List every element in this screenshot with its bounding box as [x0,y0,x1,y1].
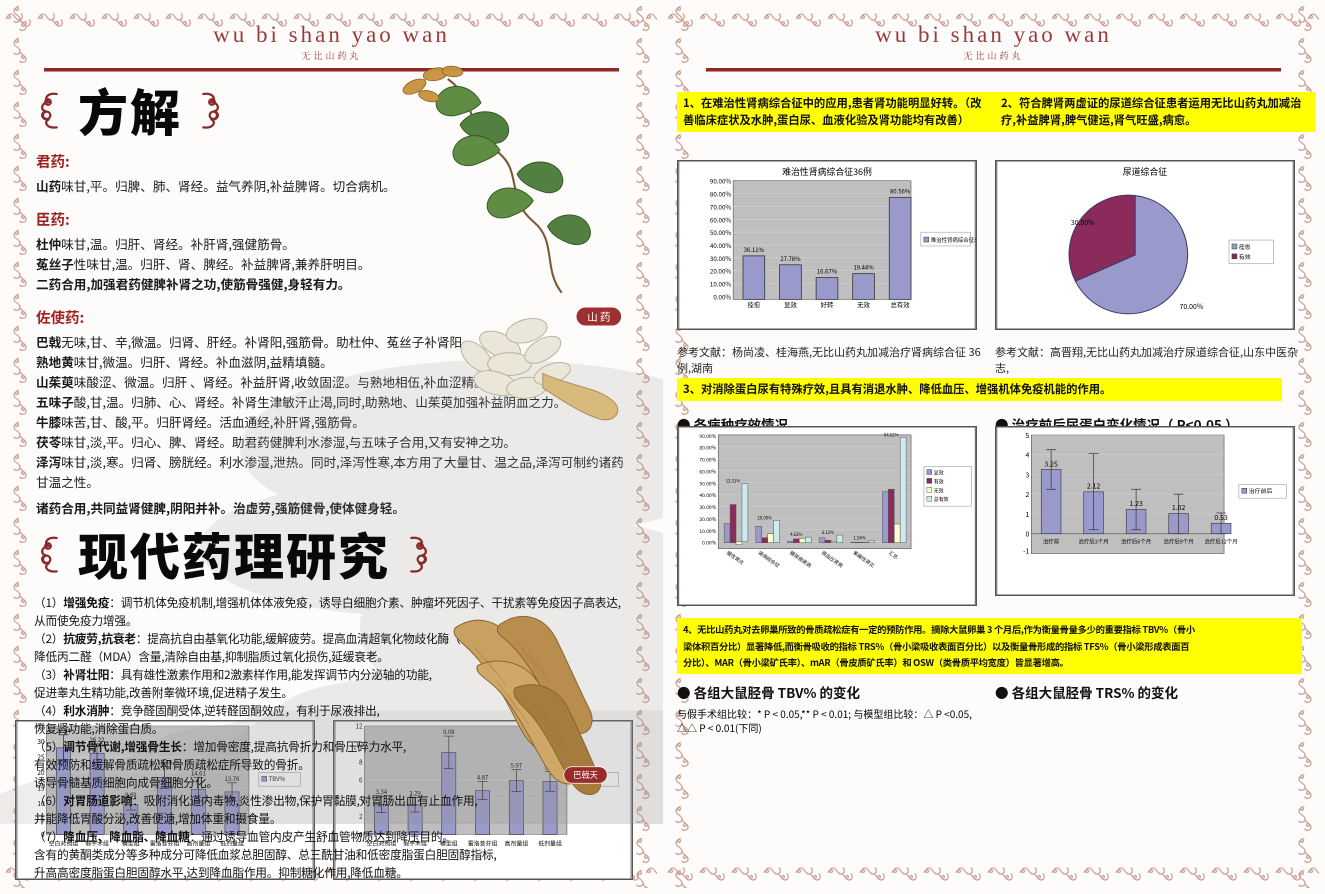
svg-text:3.25: 3.25 [1044,459,1058,469]
svg-text:90.00%: 90.00% [710,177,732,186]
svg-text:4: 4 [1026,450,1030,460]
svg-text:显效: 显效 [934,469,944,476]
svg-text:70.00%: 70.00% [1180,301,1204,311]
svg-text:80.00%: 80.00% [710,190,732,199]
svg-text:30.00%: 30.00% [1071,217,1095,227]
svg-text:有效: 有效 [1239,252,1251,261]
svg-text:治疗前: 治疗前 [1043,538,1060,546]
svg-text:10.00%: 10.00% [699,528,716,535]
svg-text:4.62%: 4.62% [790,532,802,538]
svg-text:50.00%: 50.00% [699,480,716,487]
svg-text:痊愈: 痊愈 [1239,242,1251,251]
svg-text:0.00%: 0.00% [713,292,731,301]
svg-text:无效: 无效 [857,300,870,309]
svg-text:80.56%: 80.56% [890,187,911,196]
svg-text:3: 3 [1026,469,1030,479]
svg-text:治疗后6个月: 治疗后6个月 [1121,538,1151,546]
svg-text:90.00%: 90.00% [699,433,716,440]
svg-text:总有效: 总有效 [934,496,949,503]
svg-text:5: 5 [1026,430,1030,440]
svg-text:治疗后12个月: 治疗后12个月 [1205,538,1238,546]
svg-text:6.12%: 6.12% [822,530,834,536]
svg-text:2: 2 [1026,489,1030,499]
svg-text:40.00%: 40.00% [699,492,716,499]
svg-text:有效: 有效 [934,478,944,485]
svg-text:好转: 好转 [821,300,834,309]
svg-text:80.00%: 80.00% [699,445,716,452]
svg-text:治疗后9个月: 治疗后9个月 [1164,538,1194,546]
svg-text:30.00%: 30.00% [710,254,732,263]
svg-text:10.00%: 10.00% [710,280,732,289]
svg-text:27.78%: 27.78% [780,254,801,263]
svg-text:36.11%: 36.11% [744,245,765,254]
svg-text:70.00%: 70.00% [699,457,716,464]
svg-text:70.00%: 70.00% [710,202,732,211]
svg-text:16.67%: 16.67% [817,267,838,276]
svg-text:难治性肾病综合征36例: 难治性肾病综合征36例 [931,236,977,244]
svg-text:20.00%: 20.00% [710,267,732,276]
svg-text:19.44%: 19.44% [853,263,874,272]
svg-text:1.02: 1.02 [1172,502,1186,512]
svg-text:显效: 显效 [784,300,797,309]
svg-text:30.00%: 30.00% [699,504,716,511]
svg-text:1.23: 1.23 [1129,498,1143,508]
svg-text:无效: 无效 [934,487,944,494]
svg-text:巴戟天: 巴戟天 [573,769,598,781]
svg-text:40.00%: 40.00% [710,241,732,250]
svg-text:尿道综合征: 尿道综合征 [1123,165,1167,178]
svg-text:痊愈: 痊愈 [747,300,760,309]
svg-text:20.00%: 20.00% [757,515,772,521]
svg-text:0.00%: 0.00% [702,540,717,547]
svg-text:20.00%: 20.00% [699,516,716,523]
svg-text:治疗后3个月: 治疗后3个月 [1079,538,1109,546]
svg-text:1.54%: 1.54% [854,536,866,542]
svg-text:60.00%: 60.00% [699,468,716,475]
svg-text:山 药: 山 药 [587,309,610,324]
svg-text:治疗前后: 治疗前后 [1249,486,1273,495]
svg-text:12.31%: 12.31% [726,478,741,484]
svg-text:总有效: 总有效 [891,300,911,309]
svg-text:0.53: 0.53 [1214,512,1228,522]
svg-text:50.00%: 50.00% [710,228,732,237]
svg-text:难治性肾病综合征36例: 难治性肾病综合征36例 [782,165,872,178]
svg-text:1: 1 [1026,509,1030,519]
svg-text:0: 0 [1026,529,1030,539]
svg-text:-1: -1 [1023,545,1029,555]
svg-text:2.12: 2.12 [1087,480,1101,490]
svg-text:60.00%: 60.00% [710,215,732,224]
svg-text:84.62%: 84.62% [884,432,899,438]
